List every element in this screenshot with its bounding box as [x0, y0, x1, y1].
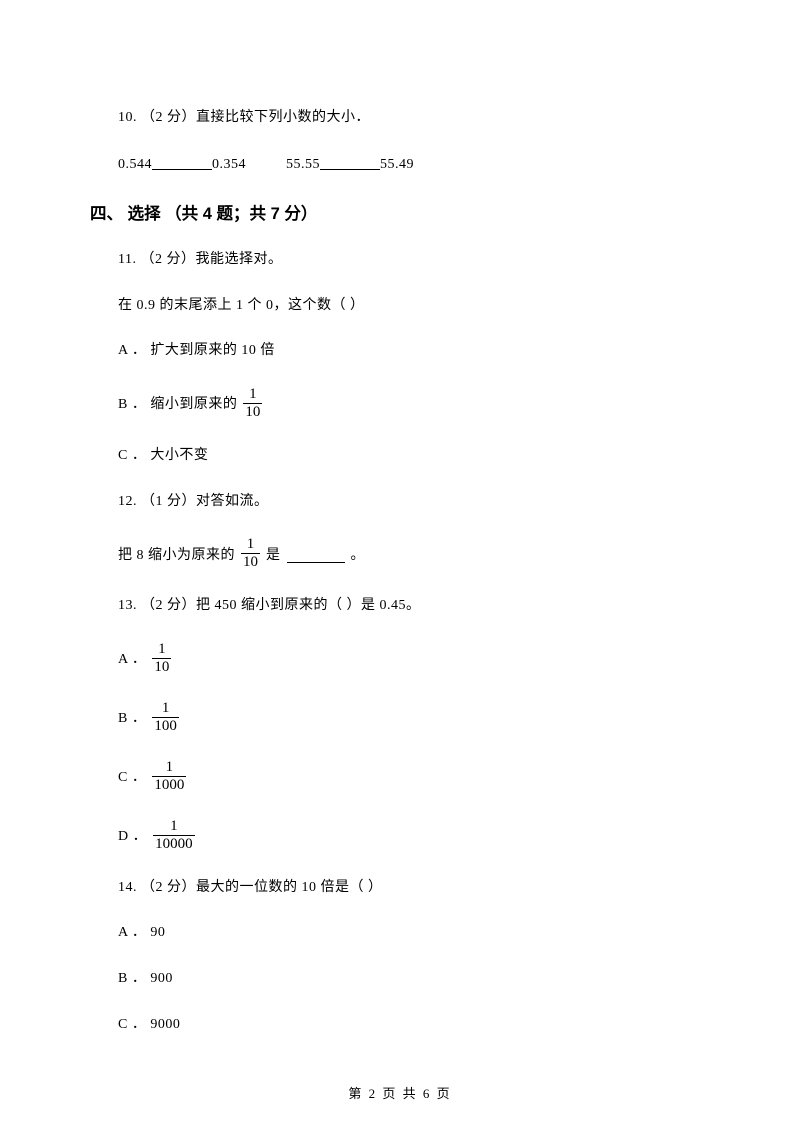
q10-r2: 55.49: [380, 157, 414, 172]
q13-a-pre: A ．: [118, 648, 146, 668]
blank: [320, 156, 380, 170]
section-4-heading: 四、 选择 （共 4 题；共 7 分）: [90, 200, 710, 224]
q13-head: 13. （2 分）把 450 缩小到原来的（ ）是 0.45。: [90, 596, 710, 616]
q14-head: 14. （2 分）最大的一位数的 10 倍是（ ）: [90, 878, 710, 898]
fraction: 1 1000: [152, 760, 186, 793]
q12-post2: 。: [351, 544, 366, 564]
q12-pre: 把 8 缩小为原来的: [118, 544, 235, 564]
q10-body: 0.544 0.354 55.55 55.49: [90, 154, 710, 175]
denominator: 10: [152, 658, 171, 675]
q10-r1: 0.354: [212, 157, 246, 172]
q13-c-pre: C ．: [118, 766, 146, 786]
numerator: 1: [152, 642, 171, 658]
blank: [287, 549, 345, 563]
numerator: 1: [152, 760, 186, 776]
q11-body: 在 0.9 的末尾添上 1 个 0，这个数（ ）: [90, 296, 710, 316]
q12-head: 12. （1 分）对答如流。: [90, 492, 710, 512]
q12-body: 把 8 缩小为原来的 1 10 是 。: [90, 537, 710, 570]
page-content: 10. （2 分）直接比较下列小数的大小． 0.544 0.354 55.55 55.…: [0, 0, 800, 1034]
q11-c: C ． 大小不变: [90, 446, 710, 466]
denominator: 100: [152, 717, 179, 734]
q11-b: B ． 缩小到原来的 1 10: [90, 387, 710, 420]
q11-b-pre: B ． 缩小到原来的: [118, 393, 237, 413]
fraction: 1 10: [152, 642, 171, 675]
q13-a: A ． 1 10: [90, 642, 710, 675]
q14-a: A ． 90: [90, 923, 710, 943]
numerator: 1: [241, 537, 260, 553]
denominator: 1000: [152, 776, 186, 793]
numerator: 1: [243, 387, 262, 403]
q10-l2: 55.55: [286, 157, 320, 172]
q10-head: 10. （2 分）直接比较下列小数的大小．: [90, 108, 710, 128]
blank: [152, 156, 212, 170]
page-footer: 第 2 页 共 6 页: [0, 1083, 800, 1102]
q13-b-pre: B ．: [118, 707, 146, 727]
numerator: 1: [153, 819, 195, 835]
fraction: 1 10: [241, 537, 260, 570]
q13-d: D ． 1 10000: [90, 819, 710, 852]
q13-c: C ． 1 1000: [90, 760, 710, 793]
denominator: 10000: [153, 835, 195, 852]
q11-head: 11. （2 分）我能选择对。: [90, 250, 710, 270]
q13-d-pre: D ．: [118, 825, 147, 845]
q11-a: A ． 扩大到原来的 10 倍: [90, 341, 710, 361]
fraction: 1 10: [243, 387, 262, 420]
q12-post1: 是: [266, 544, 281, 564]
q13-b: B ． 1 100: [90, 701, 710, 734]
numerator: 1: [152, 701, 179, 717]
denominator: 10: [243, 403, 262, 420]
denominator: 10: [241, 553, 260, 570]
q10-l1: 0.544: [118, 157, 152, 172]
q14-b: B ． 900: [90, 969, 710, 989]
fraction: 1 10000: [153, 819, 195, 852]
fraction: 1 100: [152, 701, 179, 734]
q14-c: C ． 9000: [90, 1015, 710, 1035]
